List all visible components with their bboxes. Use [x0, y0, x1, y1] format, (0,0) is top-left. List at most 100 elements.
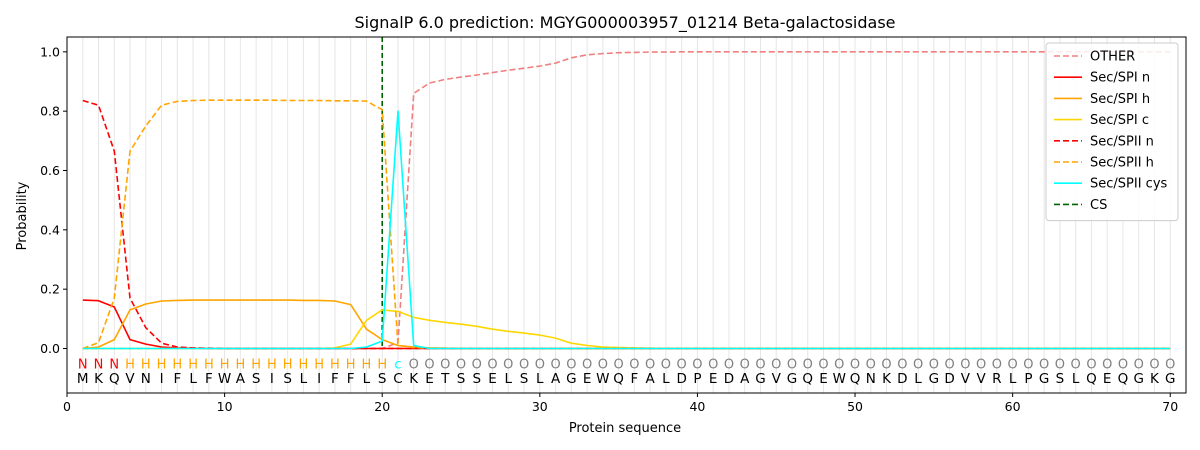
- region-letter: H: [141, 357, 151, 372]
- region-letter: H: [267, 357, 277, 372]
- x-tick-label: 40: [689, 399, 705, 414]
- sequence-letter: Q: [613, 371, 624, 387]
- legend: OTHER Sec/SPI n Sec/SPI h Sec/SPI c Sec/SPII…: [1045, 42, 1179, 222]
- region-letter: O: [897, 357, 907, 372]
- region-letter: H: [188, 357, 198, 372]
- sequence-letter: K: [882, 371, 892, 387]
- region-letter: O: [1165, 357, 1175, 372]
- series-line-sec-spi-c: [82, 309, 1171, 350]
- region-letter: O: [960, 357, 970, 372]
- region-letter: H: [220, 357, 230, 372]
- region-letter: O: [1118, 357, 1128, 372]
- region-letter: H: [172, 357, 182, 372]
- sequence-letter: E: [488, 371, 497, 387]
- sequence-letter: V: [772, 371, 782, 387]
- legend-entry: Sec/SPII h: [1090, 156, 1154, 171]
- x-tick-label: 10: [217, 399, 233, 414]
- sequence-letter: P: [693, 371, 701, 387]
- region-letter: O: [677, 357, 687, 372]
- x-tick-label: 20: [374, 399, 390, 414]
- region-letter: O: [992, 357, 1002, 372]
- x-axis-ticks: 0 10 20 30 40 50 60 70: [63, 393, 1178, 414]
- chart-title: SignalP 6.0 prediction: MGYG000003957_01…: [354, 13, 895, 33]
- region-letter: O: [818, 357, 828, 372]
- sequence-letter: E: [709, 371, 718, 387]
- legend-entry: Sec/SPI c: [1090, 113, 1149, 128]
- region-letter: O: [535, 357, 545, 372]
- region-letter: O: [503, 357, 513, 372]
- region-letter: O: [661, 357, 671, 372]
- region-letter: O: [440, 357, 450, 372]
- region-letter: O: [692, 357, 702, 372]
- sequence-letter: L: [300, 371, 308, 387]
- region-letter: O: [487, 357, 497, 372]
- sequence-letter: L: [1072, 371, 1080, 387]
- sequence-letter: S: [472, 371, 481, 387]
- sequence-letter: L: [1009, 371, 1017, 387]
- legend-box: [1045, 42, 1179, 222]
- region-letter: O: [550, 357, 560, 372]
- region-letter: O: [803, 357, 813, 372]
- region-letter: O: [1023, 357, 1033, 372]
- sequence-letter: Q: [109, 371, 120, 387]
- y-tick-label: 0.6: [40, 163, 60, 178]
- region-letter: O: [1071, 357, 1081, 372]
- region-letter: O: [1086, 357, 1096, 372]
- region-letter: O: [708, 357, 718, 372]
- legend-entry: Sec/SPI h: [1090, 92, 1150, 107]
- sequence-letter: G: [1133, 371, 1143, 387]
- x-tick-label: 60: [1005, 399, 1021, 414]
- sequence-letter: S: [1056, 371, 1065, 387]
- sequence-letter: G: [755, 371, 765, 387]
- y-tick-label: 0.4: [40, 222, 60, 237]
- sequence-letter: L: [363, 371, 371, 387]
- sequence-letter: F: [205, 371, 213, 387]
- region-letter: H: [377, 357, 387, 372]
- sequence-letter: W: [596, 371, 609, 387]
- sequence-letter: I: [160, 371, 164, 387]
- region-letter: O: [614, 357, 624, 372]
- sequence-letter: V: [976, 371, 986, 387]
- sequence-letter: L: [536, 371, 544, 387]
- region-letter: O: [866, 357, 876, 372]
- sequence-letter: T: [440, 371, 450, 387]
- sequence-letter: F: [173, 371, 181, 387]
- sequence-letter: I: [270, 371, 274, 387]
- sequence-letter: G: [566, 371, 576, 387]
- sequence-letter: N: [141, 371, 151, 387]
- legend-entry: CS: [1090, 198, 1107, 213]
- region-letter: O: [1055, 357, 1065, 372]
- sequence-letter: D: [897, 371, 907, 387]
- region-letter: O: [629, 357, 639, 372]
- region-letter: O: [929, 357, 939, 372]
- sequence-letter: D: [944, 371, 954, 387]
- sequence-letter: N: [866, 371, 876, 387]
- x-tick-label: 0: [63, 399, 71, 414]
- region-letter: O: [519, 357, 529, 372]
- region-letter: O: [724, 357, 734, 372]
- plot-frame: [66, 36, 1187, 394]
- x-axis-label: Protein sequence: [569, 421, 681, 436]
- sequence-letter: G: [929, 371, 939, 387]
- sequence-letter: K: [409, 371, 419, 387]
- region-letter: O: [566, 357, 576, 372]
- sequence-letter: G: [1039, 371, 1049, 387]
- x-tick-label: 70: [1162, 399, 1178, 414]
- region-letter: O: [409, 357, 419, 372]
- series-lines: [82, 50, 1171, 350]
- legend-entry: OTHER: [1090, 50, 1135, 65]
- sequence-letter: D: [724, 371, 734, 387]
- sequence-letter: K: [94, 371, 104, 387]
- region-letter: N: [109, 357, 119, 372]
- grid-lines: [82, 37, 1171, 393]
- region-letter: H: [362, 357, 372, 372]
- region-letter: O: [787, 357, 797, 372]
- sequence-letter: A: [236, 371, 246, 387]
- sequence-letter: F: [347, 371, 355, 387]
- sequence-letter: S: [283, 371, 292, 387]
- region-letter: H: [299, 357, 309, 372]
- sequence-letter: G: [787, 371, 797, 387]
- region-letter: N: [78, 357, 88, 372]
- sequence-letter: S: [378, 371, 387, 387]
- sequence-letter: F: [331, 371, 339, 387]
